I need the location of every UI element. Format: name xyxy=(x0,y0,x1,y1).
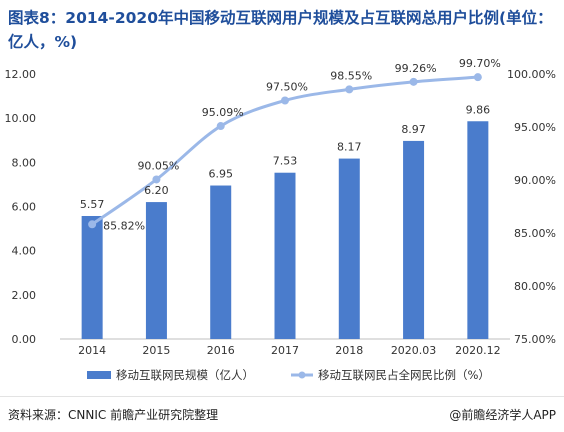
line-point xyxy=(152,175,161,184)
bar xyxy=(210,185,232,339)
chart-area: 0.00 2.00 4.00 6.00 8.00 10.00 12.00 75.00% 80.0… xyxy=(5,57,557,382)
line-point xyxy=(409,77,418,86)
line-value-label: 90.05% xyxy=(137,159,179,172)
line-value-label: 99.70% xyxy=(459,57,501,70)
bar-value-label: 5.57 xyxy=(80,198,105,211)
legend-line-marker xyxy=(298,371,306,379)
y-right-tick-label: 85.00% xyxy=(514,227,556,240)
line-value-label: 97.50% xyxy=(266,81,308,94)
y-left-tick-label: 2.00 xyxy=(12,289,37,302)
bar-value-label: 8.17 xyxy=(337,141,362,154)
x-tick-label: 2015 xyxy=(142,344,170,357)
line-point xyxy=(216,122,225,131)
y-left-tick-label: 10.00 xyxy=(5,112,37,125)
y-right-tick-label: 80.00% xyxy=(514,280,556,293)
y-right-tick-label: 90.00% xyxy=(514,174,556,187)
source-note: 资料来源：CNNIC 前瞻产业研究院整理 xyxy=(8,408,219,422)
line-value-label: 99.26% xyxy=(395,62,437,75)
line-point xyxy=(345,85,354,94)
y-right-tick-label: 100.00% xyxy=(507,68,556,81)
y-left-tick-label: 0.00 xyxy=(12,333,37,346)
footer: 资料来源：CNNIC 前瞻产业研究院整理 @前瞻经济学人APP xyxy=(0,396,564,432)
y-left-tick-label: 8.00 xyxy=(12,156,37,169)
bar xyxy=(403,140,425,339)
line-value-label: 98.55% xyxy=(330,69,372,82)
x-tick-label: 2017 xyxy=(271,344,299,357)
legend-bar-swatch xyxy=(87,371,111,379)
line-value-label: 95.09% xyxy=(202,106,244,119)
bar xyxy=(145,202,167,339)
legend-bar-label: 移动互联网民规模（亿人） xyxy=(116,368,254,382)
y-right-tick-label: 75.00% xyxy=(514,333,556,346)
y-left-tick-label: 12.00 xyxy=(5,68,37,81)
bar xyxy=(81,215,103,339)
brand-credit: @前瞻经济学人APP xyxy=(449,408,556,422)
line-value-label: 85.82% xyxy=(103,219,145,232)
bar xyxy=(274,172,296,339)
y-left-tick-label: 4.00 xyxy=(12,245,37,258)
y-left-tick-label: 6.00 xyxy=(12,201,37,214)
bar xyxy=(338,158,360,339)
x-tick-label: 2020.12 xyxy=(455,344,501,357)
y-right-tick-label: 95.00% xyxy=(514,121,556,134)
x-tick-label: 2016 xyxy=(207,344,235,357)
bar-value-label: 6.20 xyxy=(144,184,169,197)
bar-value-label: 8.97 xyxy=(401,123,426,136)
x-tick-label: 2020.03 xyxy=(391,344,437,357)
line-point xyxy=(88,220,97,229)
x-tick-label: 2014 xyxy=(78,344,106,357)
bar-value-label: 9.86 xyxy=(466,103,491,116)
line-point xyxy=(281,96,289,105)
bar xyxy=(467,121,489,339)
line-point xyxy=(473,73,482,82)
legend-line-label: 移动互联网民占全网民比例（%） xyxy=(318,368,490,382)
x-tick-label: 2018 xyxy=(335,344,363,357)
bar-value-label: 7.53 xyxy=(273,155,298,168)
chart-title: 图表8：2014-2020年中国移动互联网用户规模及占互联网总用户比例(单位：亿… xyxy=(8,9,553,51)
bar-value-label: 6.95 xyxy=(208,168,233,181)
